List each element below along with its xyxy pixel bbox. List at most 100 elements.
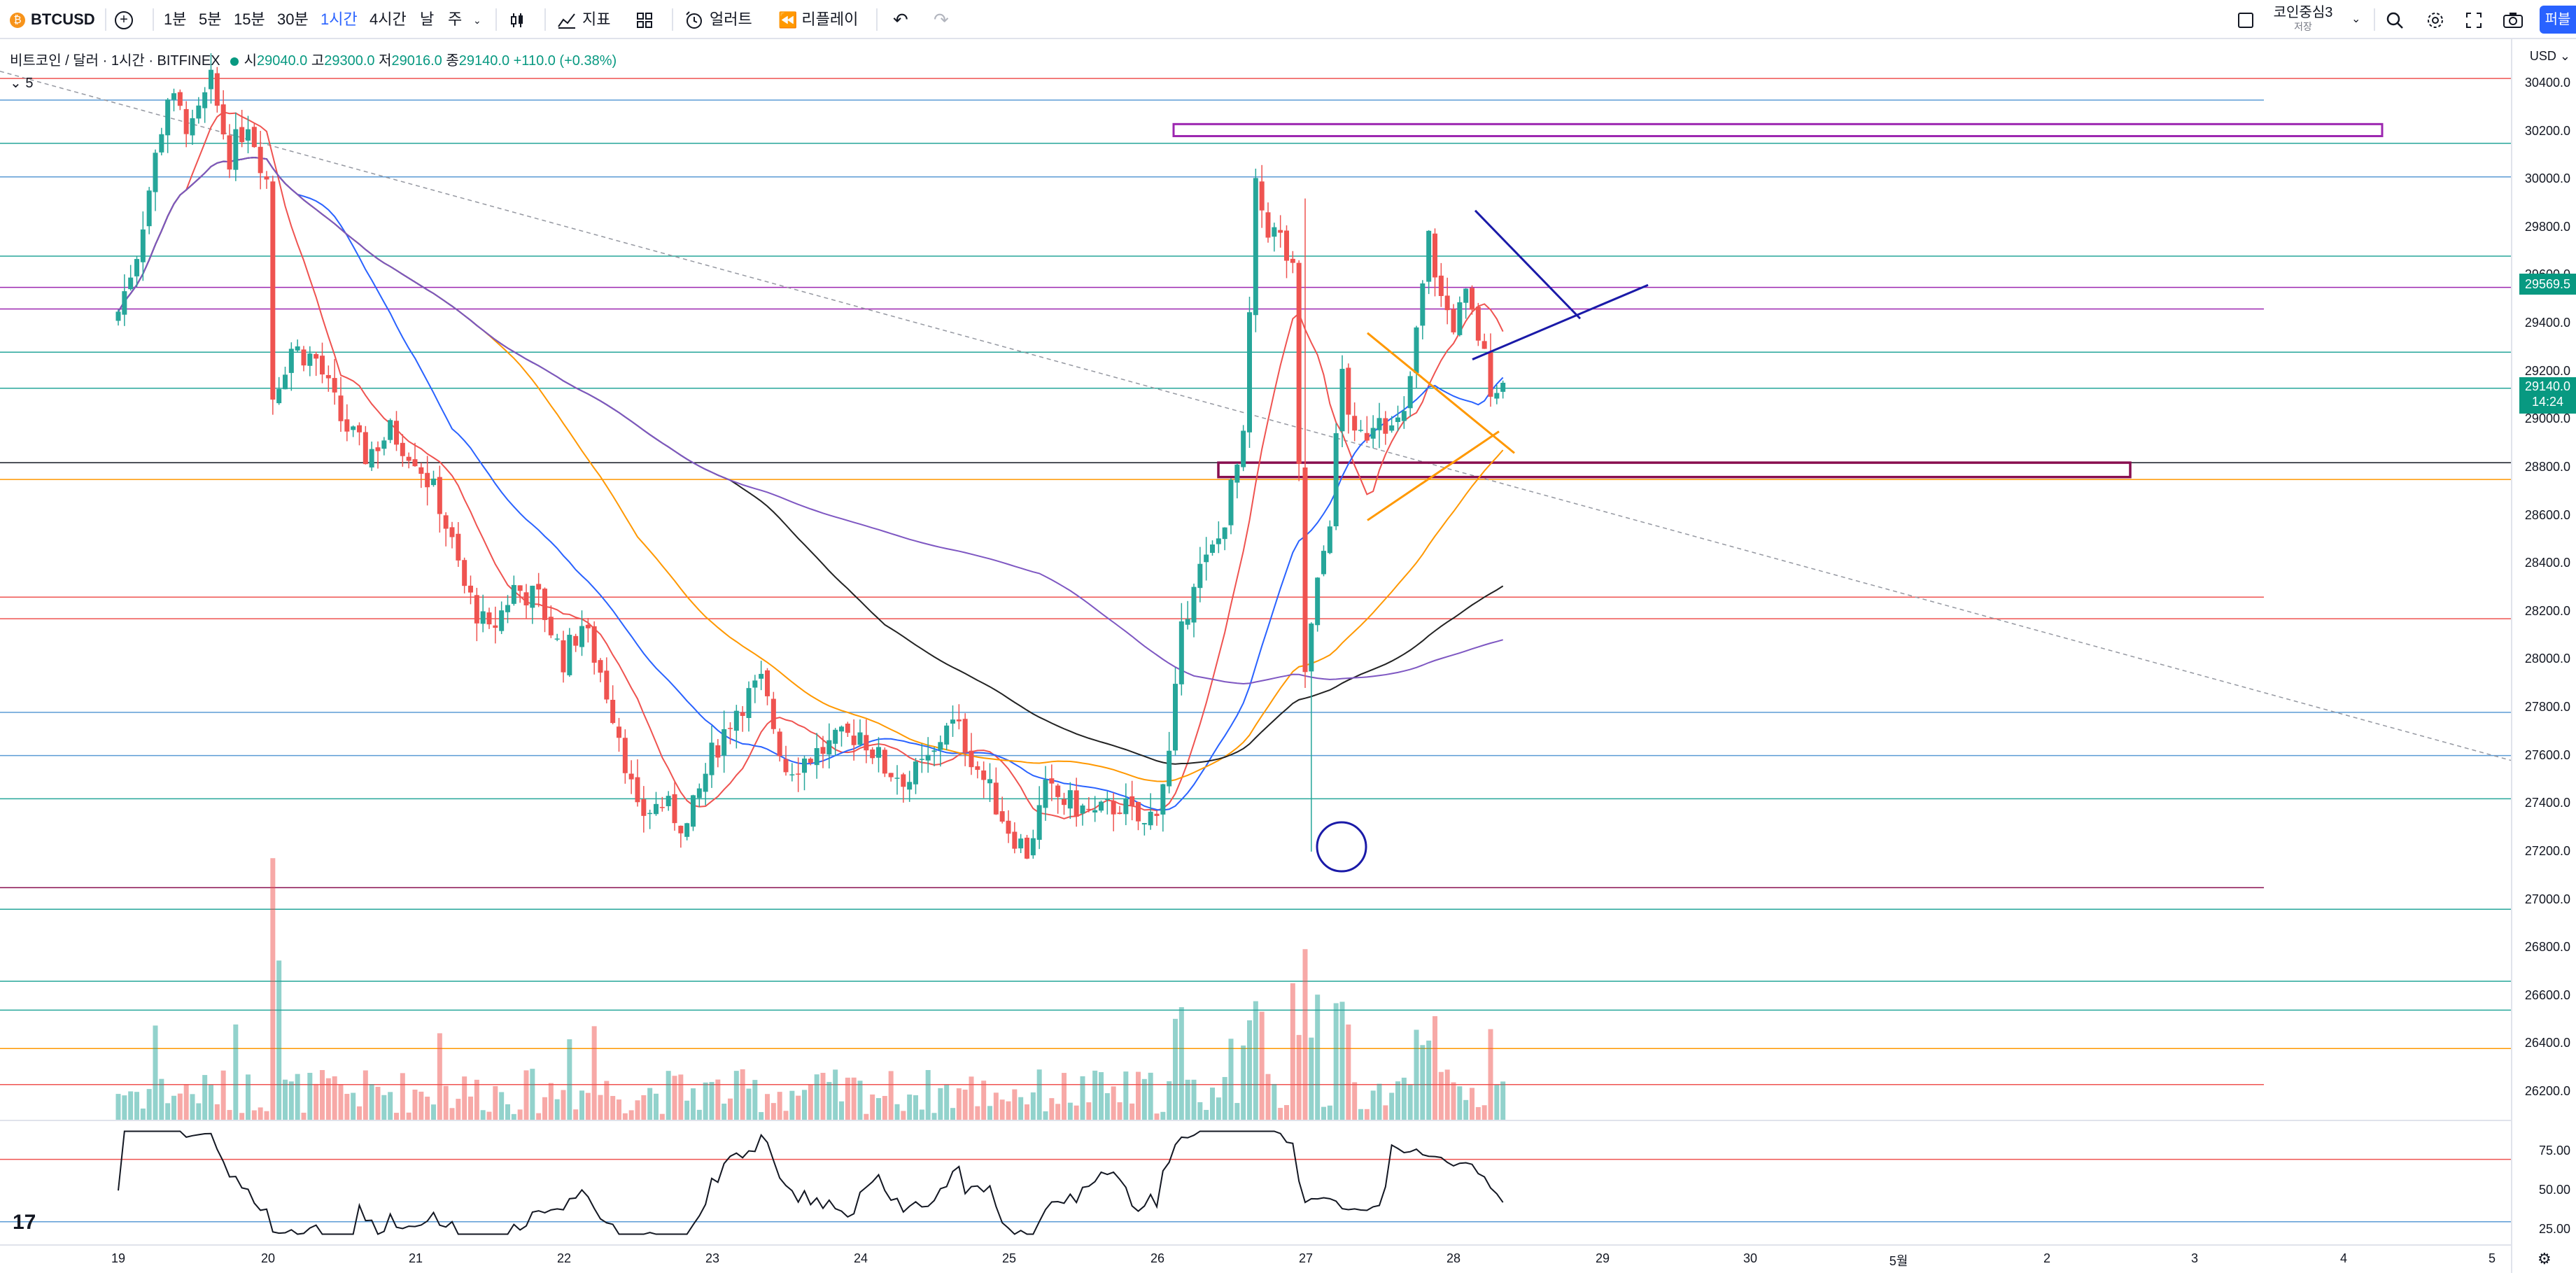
currency-label[interactable]: USD ⌄ [2529, 49, 2570, 63]
chart-type-button[interactable] [508, 0, 526, 39]
volume-bar [765, 1094, 770, 1120]
triangle-upper-line[interactable] [1474, 209, 1582, 320]
timeframe-day[interactable]: 날 [420, 10, 435, 28]
add-symbol-button[interactable]: + [115, 0, 133, 39]
fullscreen-toggle[interactable] [2238, 0, 2253, 39]
price-tick-label: 26400.0 [2524, 1036, 2570, 1050]
bar-countdown: 14:24 [2531, 395, 2564, 409]
candle-body [981, 770, 987, 780]
divider [495, 8, 497, 31]
candle-body [1167, 750, 1172, 787]
indicator-legend[interactable]: ⌄ 5 [10, 74, 33, 92]
indicators-button[interactable]: 지표 [557, 0, 610, 39]
price-chart[interactable] [0, 41, 2511, 1244]
pane-divider[interactable] [0, 1120, 2511, 1121]
support-box[interactable] [1217, 461, 2132, 479]
price-tick-label: 27000.0 [2524, 892, 2570, 906]
volume-bar [882, 1096, 887, 1120]
wick-highlight-circle[interactable] [1316, 821, 1367, 873]
volume-bar [1099, 1071, 1104, 1120]
redo-button[interactable]: ↷ [934, 0, 949, 39]
volume-bar [1123, 1071, 1129, 1120]
publish-button[interactable]: 퍼블 [2540, 6, 2576, 34]
volume-bar [1210, 1088, 1215, 1120]
undo-button[interactable]: ↶ [893, 0, 908, 39]
timeframe-week[interactable]: 주 [448, 10, 463, 28]
price-tick-label: 28000.0 [2524, 652, 2570, 666]
time-tick-label: 23 [705, 1251, 720, 1265]
volume-bar [344, 1094, 350, 1120]
volume-bar [814, 1074, 819, 1120]
candle-body [628, 773, 634, 780]
volume-bar [209, 1085, 213, 1120]
volume-bar [325, 1078, 331, 1120]
symbol-search[interactable]: ₿ BTCUSD [10, 0, 95, 39]
candle-body [1265, 212, 1271, 238]
volume-bar [1438, 1071, 1444, 1120]
candle-body [1500, 382, 1506, 392]
volume-bar [826, 1082, 832, 1120]
volume-bar [777, 1092, 782, 1120]
wedge-upper-line[interactable] [1367, 332, 1515, 454]
last-price: 29140.0 [2524, 379, 2571, 393]
candle-body [1104, 799, 1110, 801]
volume-bar [431, 1104, 436, 1120]
candle-body [1352, 416, 1358, 431]
candle-body [295, 346, 300, 351]
bitcoin-icon: ₿ [10, 13, 25, 29]
timeframe-1m[interactable]: 1분 [164, 10, 187, 28]
candle-body [882, 750, 887, 774]
volume-bars [115, 858, 1506, 1120]
candle-body [1364, 432, 1370, 441]
triangle-lower-line[interactable] [1472, 283, 1649, 360]
timeframe-15m[interactable]: 15분 [234, 10, 265, 28]
volume-bar [406, 1112, 411, 1120]
trend-drawings [1316, 209, 1649, 873]
alerts-button[interactable]: 얼러트 [684, 0, 752, 39]
volume-bar [733, 1071, 739, 1120]
price-tick-label: 29800.0 [2524, 219, 2570, 234]
volume-bar [314, 1083, 319, 1120]
replay-button[interactable]: ⏪ 리플레이 [778, 0, 858, 39]
volume-bar [1160, 1111, 1166, 1120]
timeframe-5m[interactable]: 5분 [199, 10, 222, 28]
legend-title: 비트코인 / 달러 · 1시간 · BITFINEX [10, 53, 220, 69]
timeframe-1h[interactable]: 1시간 [321, 10, 358, 28]
candle-body [617, 726, 621, 738]
fullscreen-button[interactable] [2465, 0, 2483, 39]
volume-bar [1117, 1102, 1122, 1120]
volume-bar [894, 1104, 900, 1120]
layout-dropdown[interactable]: ⌄ [2351, 0, 2360, 39]
candle-body [332, 378, 337, 393]
time-axis[interactable]: 19 20 21 22 23 24 25 26 27 28 29 30 5월 2 3 4 5 ⚙ [0, 1244, 2552, 1273]
price-tick-label: 26600.0 [2524, 987, 2570, 1002]
candle-body [931, 750, 937, 752]
wedge-lower-line[interactable] [1367, 430, 1500, 521]
snapshot-button[interactable] [2503, 0, 2524, 39]
timeframe-30m[interactable]: 30분 [277, 10, 309, 28]
layout-save-status: 저장 [2294, 21, 2312, 32]
volume-bar [1358, 1109, 1363, 1120]
resistance-box[interactable] [1172, 122, 2384, 137]
candle-body [1315, 577, 1321, 626]
timeframe-dropdown[interactable]: ⌄ [473, 0, 481, 39]
volume-bar [1426, 1040, 1432, 1120]
level-price-tag: 29569.5 [2519, 274, 2576, 295]
candle-body [443, 515, 449, 529]
volume-bar [369, 1084, 374, 1120]
search-button[interactable] [2385, 0, 2405, 39]
axis-settings-icon[interactable]: ⚙ [2538, 1250, 2552, 1267]
timeframe-4h[interactable]: 4시간 [369, 10, 407, 28]
volume-bar [591, 1026, 597, 1120]
settings-button[interactable] [2426, 0, 2445, 39]
candle-body [140, 229, 146, 262]
templates-button[interactable] [635, 0, 654, 39]
candle-body [153, 153, 158, 192]
layout-name[interactable]: 코인중심3 저장 [2272, 4, 2335, 32]
candle-body [999, 811, 1005, 822]
dashed-trendline[interactable] [0, 71, 2511, 761]
volume-bar [183, 1084, 189, 1120]
gear-icon [2428, 13, 2443, 29]
price-axis[interactable]: USD ⌄ 30400.030200.030000.029800.029600.… [2511, 39, 2576, 1273]
volume-bar [1352, 1082, 1358, 1120]
